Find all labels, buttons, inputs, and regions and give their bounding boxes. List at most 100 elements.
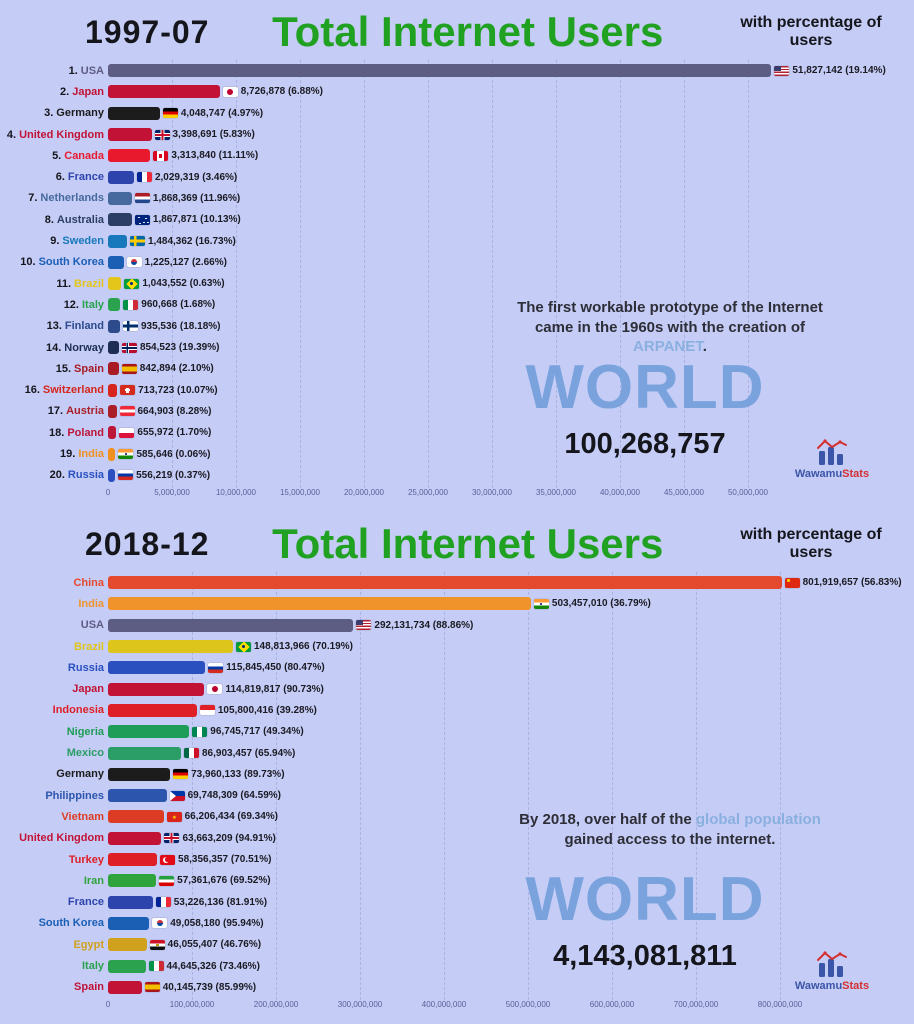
value-label: 842,894 (2.10%) [139,363,214,375]
bar-row: South Korea 49,058,180 (95.94%) [0,913,914,934]
bar-row-label: 16. Switzerland [0,384,104,396]
value-label: 63,663,209 (94.91%) [182,832,276,844]
x-tick-label: 25,000,000 [407,488,449,497]
wawamustats-logo: WawamuStats [784,951,880,992]
gridline [444,572,445,1000]
rank-label: 9. [50,235,60,248]
bar [108,853,158,867]
country-label: Philippines [45,789,104,802]
bar-row-label: USA [0,619,104,631]
gridlines [108,60,828,488]
bar-row: Japan 114,819,817 (90.73%) [0,678,914,699]
date-label: 1997-07 [85,13,210,50]
bar-row: 8. Australia 1,867,871 (10.13%) [0,209,914,230]
country-label: Germany [56,768,104,781]
value-label: 114,819,817 (90.73%) [225,683,324,695]
country-label: Iran [83,874,104,887]
bar-row: 11. Brazil 1,043,552 (0.63%) [0,273,914,294]
bar [108,874,157,888]
rank-label: 18. [49,426,65,439]
logo-text-primary: Wawamu [794,468,843,480]
value-label: 503,457,010 (36.79%) [551,598,651,610]
chart-title: Total Internet Users [272,520,664,567]
country-flag-icon [784,577,800,588]
country-flag-icon [159,875,175,886]
bar-row: Philippines 69,748,309 (64.59%) [0,785,914,806]
bar-row-label: 17. Austria [0,405,104,417]
bar-row-label: Iran [0,875,104,887]
country-flag-icon [222,86,238,97]
bar-row: 14. Norway 854,523 (19.39%) [0,337,914,358]
bar [108,255,124,269]
country-flag-icon [164,833,180,844]
country-label: Italy [81,960,104,973]
bar-row-label: Spain [0,981,104,993]
x-axis: 0 5,000,000 10,000,000 15,000,000 20,000,000… [106,488,868,502]
bar-row-label: Egypt [0,939,104,951]
rank-label: 13. [46,320,62,333]
country-flag-icon [119,427,135,438]
bar-row-label: United Kingdom [0,832,104,844]
bar-row-label: Turkey [0,854,104,866]
value-label: 1,868,369 (11.96%) [152,192,241,204]
country-flag-icon [148,961,164,972]
value-label: 1,225,127 (2.66%) [144,256,227,268]
country-label: Japan [72,85,104,98]
country-label: China [73,576,104,589]
value-label: 73,960,133 (89.73%) [191,768,285,780]
bar [108,959,146,973]
country-flag-icon [136,172,152,183]
bar-row-label: Japan [0,683,104,695]
value-label: 655,972 (1.70%) [137,427,212,439]
chart-title: Total Internet Users [272,8,664,55]
bar-row-label: Germany [0,768,104,780]
value-label: 3,398,691 (5.83%) [172,129,255,141]
bar [108,703,197,717]
gridline [236,60,237,488]
bar [108,916,150,930]
x-tick-label: 500,000,000 [505,1000,551,1009]
country-flag-icon [153,150,169,161]
bar-row: Germany 73,960,133 (89.73%) [0,764,914,785]
bar [108,938,147,952]
country-label: Poland [67,426,104,439]
bar-row: 15. Spain 842,894 (2.10%) [0,358,914,379]
bar-row: 10. South Korea 1,225,127 (2.66%) [0,252,914,273]
bar-row-label: Italy [0,960,104,972]
chart-section-1997: 1997-07 Total Internet Users with percen… [0,0,914,512]
value-label: 115,845,450 (80.47%) [226,662,325,674]
x-tick-label: 30,000,000 [471,488,513,497]
country-flag-icon [121,342,137,353]
x-tick-label: 5,000,000 [154,488,190,497]
bar [108,661,206,675]
x-tick-label: 400,000,000 [421,1000,467,1009]
country-flag-icon [119,406,135,417]
country-label: France [67,896,104,909]
gridline [492,60,493,488]
bar-row-label: 10. South Korea [0,256,104,268]
value-label: 40,145,739 (85.99%) [162,981,257,993]
rank-label: 10. [20,256,36,269]
bar-row: 16. Switzerland 713,723 (10.07%) [0,379,914,400]
value-label: 585,646 (0.06%) [136,448,211,460]
bar-row: China 801,919,657 (56.83%) [0,572,914,593]
bar-row: 4. United Kingdom 3,398,691 (5.83%) [0,124,914,145]
bar [108,831,162,845]
x-axis: 0 100,000,000 200,000,000 300,000,000 400,00… [106,1000,868,1014]
value-label: 105,800,416 (39.28%) [217,704,317,716]
country-flag-icon [774,65,790,76]
bar-row: 2. Japan 8,726,878 (6.88%) [0,81,914,102]
country-flag-icon [154,129,170,140]
bar-row: Indonesia 105,800,416 (39.28%) [0,700,914,721]
country-label: South Korea [38,917,104,930]
country-flag-icon [152,918,168,929]
bar-row-label: 3. Germany [0,107,104,119]
logo-text-primary: Wawamu [794,980,843,992]
country-flag-icon [169,790,185,801]
value-label: 46,055,407 (46.76%) [167,939,262,951]
country-label: Nigeria [66,725,104,738]
country-flag-icon [236,641,251,652]
value-label: 1,484,362 (16.73%) [147,235,236,247]
country-flag-icon [199,705,215,716]
bar-row-label: 20. Russia [0,469,104,481]
